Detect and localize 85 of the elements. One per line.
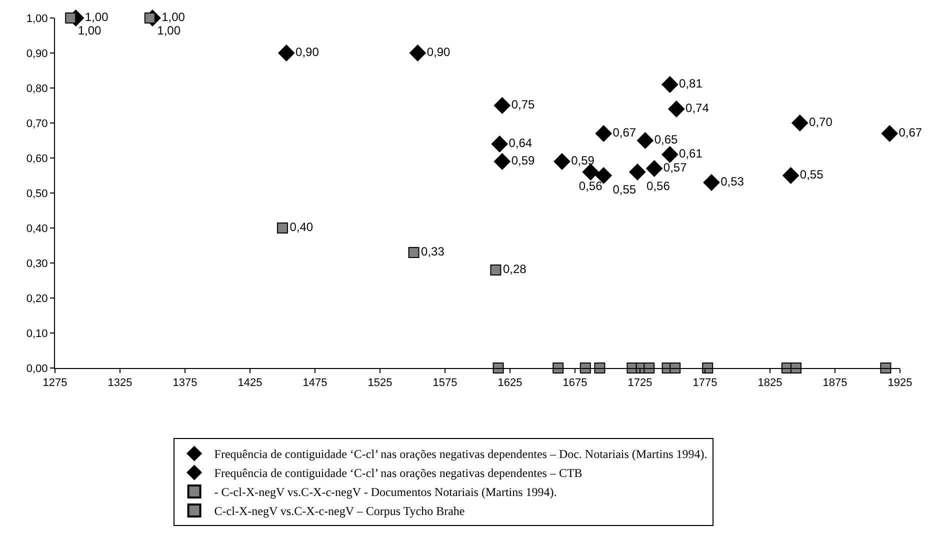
x-tick-label: 1325 xyxy=(108,377,132,390)
data-label: 1,00 xyxy=(162,10,186,24)
y-tick-label: 0,90 xyxy=(26,48,48,60)
data-label: 0,65 xyxy=(654,132,678,146)
data-label: 1,00 xyxy=(78,23,102,38)
y-tick-label: 0,50 xyxy=(26,188,48,200)
legend-label: Frequência de contiguidade ‘C-cl’ nas orações negativas dependentes – Doc. Notariais (Martins 1994). xyxy=(214,447,708,462)
point xyxy=(790,362,802,374)
point xyxy=(554,153,570,170)
point xyxy=(594,362,606,374)
point xyxy=(670,362,681,374)
point xyxy=(668,100,685,118)
y-tick-label: 0,70 xyxy=(26,118,48,130)
legend-label: Frequência de contiguidade ‘C-cl’ nas orações negativas dependentes – CTB xyxy=(214,466,582,480)
y-tick-label: 0,10 xyxy=(26,328,48,340)
point xyxy=(494,97,511,114)
data-label: 1,00 xyxy=(157,23,181,38)
data-label: 0,56 xyxy=(578,179,603,194)
y-tick-label: 0,60 xyxy=(26,152,48,165)
point xyxy=(278,44,295,62)
point xyxy=(580,362,591,374)
point xyxy=(644,362,655,374)
point xyxy=(490,264,502,276)
x-tick-label: 1425 xyxy=(238,377,262,390)
point xyxy=(491,136,508,152)
y-tick-label: 0,30 xyxy=(26,258,48,270)
data-label: 0,67 xyxy=(898,126,922,140)
data-label: 0,28 xyxy=(502,262,527,276)
x-tick-label: 1775 xyxy=(692,377,718,390)
point xyxy=(552,362,564,374)
data-label: 0,56 xyxy=(646,179,670,194)
data-label: 0,90 xyxy=(296,45,320,59)
point xyxy=(277,222,288,234)
x-tick-label: 1575 xyxy=(432,377,458,390)
point xyxy=(595,125,612,142)
x-tick-label: 1625 xyxy=(498,377,522,390)
y-tick-label: 1,00 xyxy=(26,12,48,25)
x-tick-label: 1375 xyxy=(172,377,198,390)
x-tick-label: 1925 xyxy=(888,377,912,390)
y-tick-label: 0,40 xyxy=(26,222,48,235)
point xyxy=(661,76,678,93)
data-label: 0,75 xyxy=(511,98,536,112)
data-label: 0,57 xyxy=(663,160,688,174)
data-label: 0,64 xyxy=(508,136,532,150)
y-tick-label: 0,80 xyxy=(26,82,48,95)
point xyxy=(646,160,663,177)
data-label: 0,90 xyxy=(426,45,451,59)
x-tick-label: 1525 xyxy=(368,377,392,390)
point xyxy=(494,153,511,170)
point xyxy=(408,247,420,258)
x-tick-label: 1475 xyxy=(302,377,328,390)
point xyxy=(703,174,720,191)
legend-label: - C-cl-X-negV vs.C-X-c-negV - Documentos Notariais (Martins 1994). xyxy=(214,485,557,500)
point xyxy=(65,12,76,24)
data-label: 0,55 xyxy=(612,182,636,197)
point xyxy=(661,146,678,163)
x-tick-label: 1725 xyxy=(628,377,652,390)
x-tick-label: 1875 xyxy=(822,377,848,390)
point xyxy=(492,362,504,374)
data-label: 0,70 xyxy=(809,115,833,129)
point xyxy=(782,167,800,184)
point xyxy=(702,362,714,374)
point xyxy=(881,125,898,142)
data-label: 0,59 xyxy=(511,154,536,168)
point xyxy=(791,114,808,132)
point xyxy=(628,164,646,180)
x-tick-label: 1825 xyxy=(758,377,782,390)
data-label: 0,67 xyxy=(612,126,636,140)
data-label: 0,40 xyxy=(290,220,314,234)
y-tick-label: 0,00 xyxy=(26,362,48,375)
point xyxy=(636,132,654,149)
point xyxy=(880,362,892,374)
data-label: 0,74 xyxy=(686,101,710,115)
data-label: 0,55 xyxy=(800,168,824,182)
x-tick-label: 1275 xyxy=(42,377,68,390)
legend-label: C-cl-X-negV vs.C-X-c-negV – Corpus Tycho Brahe xyxy=(214,504,465,518)
data-label: 0,61 xyxy=(679,146,703,160)
x-tick-label: 1675 xyxy=(562,377,588,390)
y-tick-label: 0,20 xyxy=(26,292,48,305)
data-label: 0,33 xyxy=(421,244,445,258)
point xyxy=(409,44,426,62)
data-label: 0,59 xyxy=(571,154,595,168)
data-label: 0,81 xyxy=(679,76,703,90)
data-label: 0,53 xyxy=(720,174,744,188)
data-label: 1,00 xyxy=(84,10,109,24)
